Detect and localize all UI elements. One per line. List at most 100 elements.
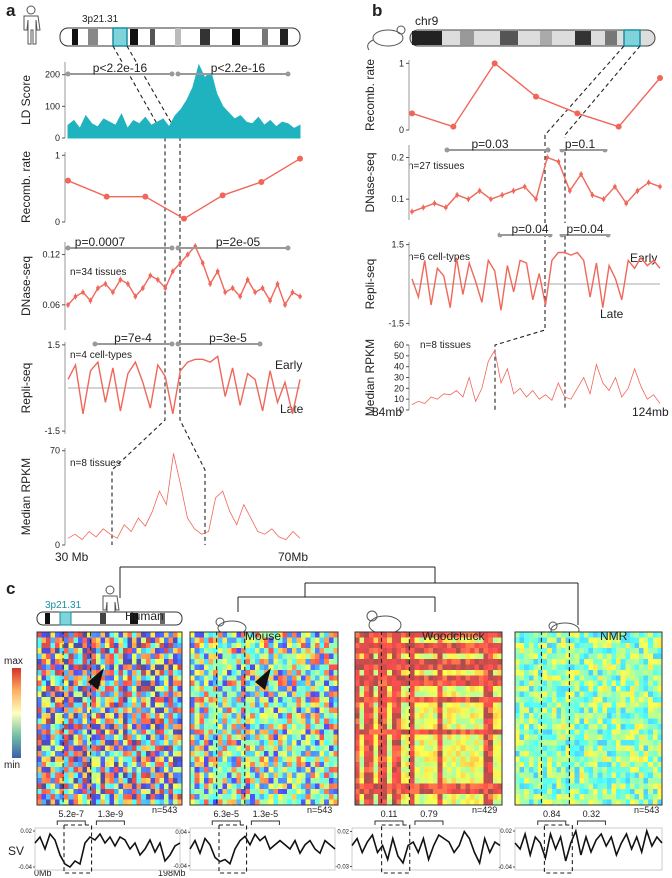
heatmap-cell bbox=[213, 664, 218, 670]
heatmap-cell bbox=[164, 648, 169, 654]
heatmap-cell bbox=[168, 708, 173, 714]
heatmap-cell bbox=[373, 670, 378, 676]
heatmap-cell bbox=[204, 724, 209, 730]
heatmap-cell bbox=[73, 751, 78, 757]
heatmap-cell bbox=[199, 735, 204, 741]
heatmap-cell bbox=[621, 746, 626, 752]
heatmap-cell bbox=[602, 773, 607, 779]
heatmap-cell bbox=[611, 702, 616, 708]
heatmap-cell bbox=[42, 789, 47, 795]
heatmap-cell bbox=[415, 654, 420, 660]
heatmap-cell bbox=[429, 724, 434, 730]
heatmap-cell bbox=[150, 735, 155, 741]
heatmap-cell bbox=[51, 643, 56, 649]
heatmap-cell bbox=[69, 756, 74, 762]
heatmap-cell bbox=[584, 783, 589, 789]
heatmap-cell bbox=[199, 654, 204, 660]
point bbox=[409, 110, 415, 116]
heatmap-cell bbox=[593, 681, 598, 687]
heatmap-cell bbox=[556, 756, 561, 762]
heatmap-cell bbox=[543, 708, 548, 714]
heatmap-cell bbox=[438, 686, 443, 692]
heatmap-cell bbox=[204, 762, 209, 768]
heatmap-cell bbox=[424, 702, 429, 708]
heatmap-cell bbox=[419, 783, 424, 789]
heatmap-cell bbox=[204, 778, 209, 784]
heatmap-cell bbox=[123, 632, 128, 638]
heatmap-cell bbox=[213, 632, 218, 638]
y-tick-label: 1 bbox=[55, 150, 60, 160]
heatmap-cell bbox=[570, 746, 575, 752]
heatmap-cell bbox=[593, 740, 598, 746]
heatmap-cell bbox=[209, 746, 214, 752]
heatmap-cell bbox=[561, 724, 566, 730]
heatmap-cell bbox=[556, 681, 561, 687]
heatmap-cell bbox=[168, 767, 173, 773]
heatmap-cell bbox=[301, 664, 306, 670]
heatmap-cell bbox=[451, 659, 456, 665]
heatmap-cell bbox=[195, 664, 200, 670]
heatmap-cell bbox=[456, 762, 461, 768]
heatmap-cell bbox=[137, 751, 142, 757]
heatmap-cell bbox=[383, 648, 388, 654]
heatmap-cell bbox=[442, 670, 447, 676]
heatmap-cell bbox=[644, 783, 649, 789]
heatmap-cell bbox=[570, 729, 575, 735]
heatmap-cell bbox=[369, 756, 374, 762]
heatmap-cell bbox=[168, 783, 173, 789]
heatmap-cell bbox=[324, 697, 329, 703]
heatmap-cell bbox=[259, 702, 264, 708]
heatmap-cell bbox=[634, 708, 639, 714]
heatmap-cell bbox=[515, 702, 520, 708]
heatmap-cell bbox=[634, 729, 639, 735]
heatmap-cell bbox=[369, 751, 374, 757]
heatmap-cell bbox=[639, 659, 644, 665]
heatmap-cell bbox=[123, 789, 128, 795]
heatmap-cell bbox=[424, 735, 429, 741]
heatmap-cell bbox=[128, 632, 133, 638]
heatmap-cell bbox=[474, 794, 479, 800]
heatmap-cell bbox=[287, 648, 292, 654]
heatmap-cell bbox=[46, 659, 51, 665]
heatmap-cell bbox=[320, 794, 325, 800]
heatmap-cell bbox=[360, 773, 365, 779]
heatmap-cell bbox=[60, 756, 65, 762]
heatmap-cell bbox=[232, 670, 237, 676]
heatmap-cell bbox=[324, 681, 329, 687]
heatmap-cell bbox=[644, 637, 649, 643]
heatmap-cell bbox=[119, 713, 124, 719]
heatmap-cell bbox=[105, 675, 110, 681]
heatmap-cell bbox=[369, 691, 374, 697]
heatmap-cell bbox=[438, 708, 443, 714]
heatmap-cell bbox=[383, 713, 388, 719]
heatmap-cell bbox=[155, 675, 160, 681]
heatmap-cell bbox=[639, 756, 644, 762]
heatmap-cell bbox=[222, 724, 227, 730]
heatmap-cell bbox=[589, 789, 594, 795]
heatmap-cell bbox=[259, 664, 264, 670]
heatmap-cell bbox=[644, 719, 649, 725]
heatmap-cell bbox=[355, 729, 360, 735]
heatmap-cell bbox=[589, 746, 594, 752]
heatmap-cell bbox=[69, 729, 74, 735]
heatmap-cell bbox=[96, 735, 101, 741]
heatmap-cell bbox=[543, 794, 548, 800]
heatmap-cell bbox=[470, 719, 475, 725]
heatmap-cell bbox=[611, 659, 616, 665]
heatmap-cell bbox=[410, 670, 415, 676]
heatmap-cell bbox=[204, 729, 209, 735]
heatmap-cell bbox=[648, 675, 653, 681]
heatmap-cell bbox=[51, 691, 56, 697]
heatmap-cell bbox=[378, 778, 383, 784]
heatmap-cell bbox=[644, 697, 649, 703]
heatmap-cell bbox=[60, 637, 65, 643]
heatmap-cell bbox=[378, 691, 383, 697]
heatmap-cell bbox=[373, 643, 378, 649]
heatmap-cell bbox=[547, 783, 552, 789]
heatmap-cell bbox=[329, 697, 334, 703]
heatmap-cell bbox=[360, 708, 365, 714]
heatmap-cell bbox=[433, 670, 438, 676]
heatmap-cell bbox=[264, 746, 269, 752]
heatmap-cell bbox=[579, 675, 584, 681]
heatmap-cell bbox=[100, 778, 105, 784]
